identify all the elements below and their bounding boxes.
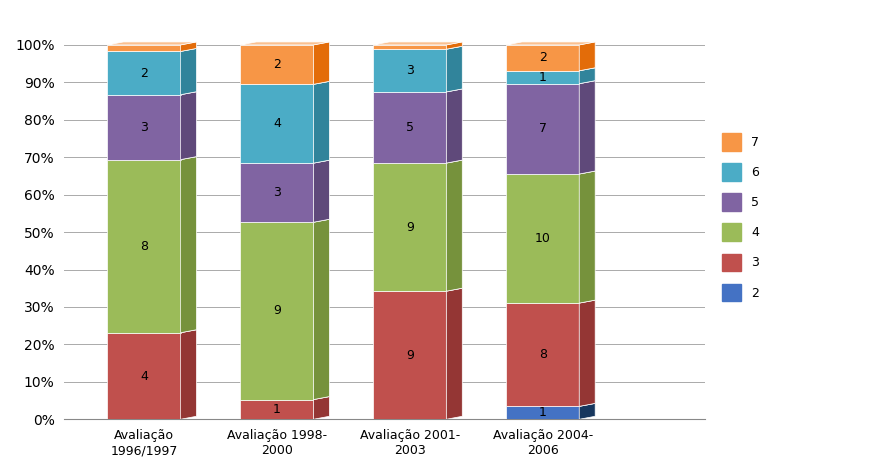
Polygon shape — [506, 406, 579, 419]
Polygon shape — [506, 42, 595, 45]
Polygon shape — [240, 396, 330, 400]
Polygon shape — [373, 291, 447, 419]
Polygon shape — [506, 171, 595, 174]
Polygon shape — [181, 42, 197, 51]
Text: 1: 1 — [539, 71, 547, 84]
Polygon shape — [107, 51, 181, 95]
Polygon shape — [373, 89, 462, 92]
Polygon shape — [181, 49, 197, 95]
Polygon shape — [314, 396, 330, 419]
Polygon shape — [107, 333, 181, 419]
Polygon shape — [447, 42, 462, 49]
Text: 7: 7 — [539, 122, 547, 135]
Text: 2: 2 — [539, 51, 547, 64]
Polygon shape — [181, 330, 197, 419]
Text: 8: 8 — [140, 240, 148, 253]
Polygon shape — [373, 288, 462, 291]
Text: 10: 10 — [535, 232, 550, 245]
Legend: 7, 6, 5, 4, 3, 2: 7, 6, 5, 4, 3, 2 — [718, 128, 765, 306]
Polygon shape — [240, 45, 314, 84]
Polygon shape — [240, 163, 314, 222]
Polygon shape — [373, 160, 462, 163]
Polygon shape — [314, 160, 330, 222]
Polygon shape — [506, 68, 595, 71]
Polygon shape — [181, 157, 197, 333]
Polygon shape — [107, 42, 197, 45]
Polygon shape — [240, 81, 330, 84]
Text: 5: 5 — [406, 121, 414, 134]
Text: 3: 3 — [140, 121, 148, 134]
Polygon shape — [373, 46, 462, 49]
Polygon shape — [579, 42, 595, 71]
Polygon shape — [107, 330, 197, 333]
Polygon shape — [447, 160, 462, 291]
Polygon shape — [579, 171, 595, 303]
Polygon shape — [579, 300, 595, 406]
Polygon shape — [240, 222, 314, 400]
Polygon shape — [240, 42, 330, 45]
Text: 9: 9 — [273, 304, 281, 317]
Text: 2: 2 — [273, 58, 281, 71]
Polygon shape — [107, 92, 197, 95]
Polygon shape — [506, 81, 595, 84]
Polygon shape — [373, 92, 447, 163]
Text: 3: 3 — [273, 186, 281, 199]
Polygon shape — [373, 42, 462, 45]
Text: 9: 9 — [406, 220, 414, 234]
Text: 9: 9 — [406, 349, 414, 362]
Polygon shape — [240, 84, 314, 163]
Polygon shape — [181, 92, 197, 160]
Polygon shape — [107, 45, 181, 51]
Polygon shape — [314, 42, 330, 84]
Polygon shape — [314, 81, 330, 163]
Text: 1: 1 — [539, 406, 547, 419]
Polygon shape — [447, 288, 462, 419]
Polygon shape — [107, 157, 197, 160]
Polygon shape — [447, 89, 462, 163]
Polygon shape — [506, 71, 579, 84]
Polygon shape — [107, 95, 181, 160]
Text: 3: 3 — [406, 64, 414, 77]
Polygon shape — [373, 163, 447, 291]
Polygon shape — [579, 68, 595, 84]
Polygon shape — [506, 303, 579, 406]
Text: 4: 4 — [273, 117, 281, 130]
Polygon shape — [240, 160, 330, 163]
Text: 2: 2 — [140, 67, 148, 80]
Polygon shape — [506, 45, 579, 71]
Text: 1: 1 — [273, 403, 281, 416]
Polygon shape — [579, 81, 595, 174]
Text: 8: 8 — [539, 348, 547, 361]
Text: 4: 4 — [140, 370, 148, 382]
Polygon shape — [240, 219, 330, 222]
Polygon shape — [373, 45, 447, 49]
Polygon shape — [506, 300, 595, 303]
Polygon shape — [314, 219, 330, 400]
Polygon shape — [506, 84, 579, 174]
Polygon shape — [579, 404, 595, 419]
Polygon shape — [506, 404, 595, 406]
Polygon shape — [240, 400, 314, 419]
Polygon shape — [506, 174, 579, 303]
Polygon shape — [373, 49, 447, 92]
Polygon shape — [447, 46, 462, 92]
Polygon shape — [107, 49, 197, 51]
Polygon shape — [107, 160, 181, 333]
